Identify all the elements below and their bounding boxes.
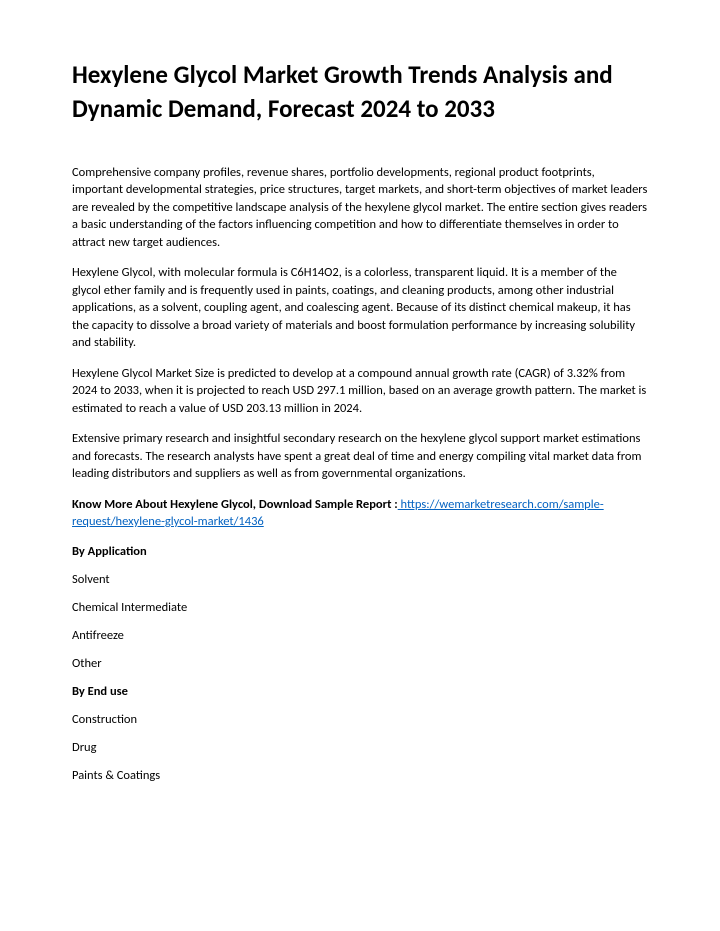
cta-lead-text: Know More About Hexylene Glycol, Downloa… (72, 497, 398, 512)
body-paragraph: Hexylene Glycol Market Size is predicted… (72, 365, 648, 418)
body-paragraph: Comprehensive company profiles, revenue … (72, 164, 648, 252)
list-item: Other (72, 656, 648, 671)
list-item: Construction (72, 712, 648, 727)
list-item: Solvent (72, 572, 648, 587)
section-heading-application: By Application (72, 544, 648, 559)
list-item: Drug (72, 740, 648, 755)
list-item: Chemical Intermediate (72, 600, 648, 615)
page-title: Hexylene Glycol Market Growth Trends Ana… (72, 58, 648, 126)
body-paragraph: Hexylene Glycol, with molecular formula … (72, 264, 648, 352)
body-paragraph: Extensive primary research and insightfu… (72, 430, 648, 483)
section-heading-enduse: By End use (72, 684, 648, 699)
cta-line: Know More About Hexylene Glycol, Downloa… (72, 496, 648, 531)
list-item: Paints & Coatings (72, 768, 648, 783)
list-item: Antifreeze (72, 628, 648, 643)
